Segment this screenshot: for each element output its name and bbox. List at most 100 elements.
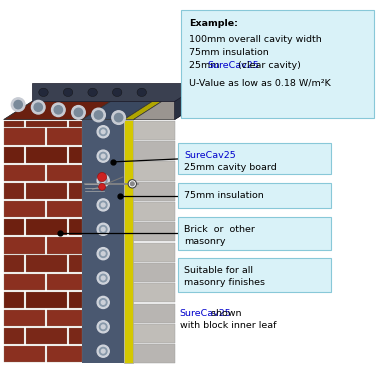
Text: SureCav25: SureCav25 bbox=[207, 61, 259, 70]
Bar bbox=[47, 346, 82, 362]
Polygon shape bbox=[133, 102, 203, 119]
Ellipse shape bbox=[39, 88, 48, 97]
Bar bbox=[69, 328, 82, 344]
Bar bbox=[47, 165, 82, 181]
Text: SureCav25: SureCav25 bbox=[184, 151, 236, 160]
Circle shape bbox=[92, 108, 105, 122]
Circle shape bbox=[97, 199, 109, 211]
FancyBboxPatch shape bbox=[178, 217, 331, 250]
Text: 100mm overall cavity width: 100mm overall cavity width bbox=[189, 35, 322, 44]
Circle shape bbox=[101, 349, 105, 353]
Circle shape bbox=[101, 203, 105, 207]
Text: Brick  or  other: Brick or other bbox=[184, 225, 255, 234]
Circle shape bbox=[101, 325, 105, 329]
Text: masonry finishes: masonry finishes bbox=[184, 278, 265, 287]
Text: 75mm insulation: 75mm insulation bbox=[184, 191, 264, 200]
Bar bbox=[26, 183, 67, 199]
Circle shape bbox=[99, 274, 107, 282]
Bar bbox=[4, 147, 23, 163]
Polygon shape bbox=[175, 83, 203, 119]
Circle shape bbox=[99, 348, 107, 355]
Circle shape bbox=[34, 103, 42, 111]
FancyBboxPatch shape bbox=[178, 183, 331, 208]
Bar bbox=[4, 201, 45, 217]
Text: Suitable for all: Suitable for all bbox=[184, 266, 253, 275]
Circle shape bbox=[94, 111, 103, 119]
Ellipse shape bbox=[88, 88, 97, 97]
Ellipse shape bbox=[137, 88, 146, 97]
Bar bbox=[133, 283, 175, 302]
Text: with block inner leaf: with block inner leaf bbox=[180, 321, 276, 330]
Bar bbox=[69, 183, 82, 199]
Bar bbox=[47, 128, 82, 145]
Bar bbox=[47, 201, 82, 217]
Bar bbox=[133, 141, 175, 160]
Circle shape bbox=[101, 179, 105, 182]
Circle shape bbox=[97, 150, 109, 162]
Polygon shape bbox=[82, 102, 152, 119]
Bar bbox=[133, 202, 175, 221]
Circle shape bbox=[101, 252, 105, 255]
Bar bbox=[4, 183, 23, 199]
Circle shape bbox=[99, 152, 107, 160]
Bar bbox=[133, 222, 175, 241]
Circle shape bbox=[97, 174, 109, 186]
Bar bbox=[4, 310, 45, 326]
Circle shape bbox=[99, 183, 105, 190]
Circle shape bbox=[98, 172, 107, 182]
Circle shape bbox=[99, 201, 107, 209]
Circle shape bbox=[112, 111, 125, 124]
Bar bbox=[4, 121, 23, 127]
Circle shape bbox=[101, 227, 105, 231]
Circle shape bbox=[97, 345, 109, 357]
Polygon shape bbox=[4, 102, 111, 119]
Bar bbox=[69, 121, 82, 127]
Ellipse shape bbox=[113, 88, 122, 97]
Circle shape bbox=[101, 301, 105, 304]
Bar bbox=[133, 304, 175, 323]
Bar bbox=[47, 310, 82, 326]
Text: SureCav25: SureCav25 bbox=[180, 309, 231, 318]
Circle shape bbox=[31, 100, 45, 114]
Circle shape bbox=[101, 276, 105, 280]
Circle shape bbox=[97, 321, 109, 333]
Circle shape bbox=[51, 103, 65, 117]
Bar bbox=[133, 121, 175, 140]
Bar bbox=[4, 219, 23, 235]
FancyBboxPatch shape bbox=[181, 10, 374, 118]
Circle shape bbox=[101, 154, 105, 158]
Circle shape bbox=[130, 182, 134, 186]
Text: (clear cavity): (clear cavity) bbox=[235, 61, 301, 70]
Bar bbox=[4, 128, 45, 145]
Bar bbox=[4, 274, 45, 290]
Bar bbox=[69, 292, 82, 308]
Circle shape bbox=[99, 226, 107, 233]
Circle shape bbox=[97, 247, 109, 260]
Circle shape bbox=[97, 272, 109, 284]
Circle shape bbox=[101, 130, 105, 134]
Bar bbox=[133, 182, 175, 201]
Circle shape bbox=[115, 113, 123, 122]
Circle shape bbox=[97, 126, 109, 138]
Text: masonry: masonry bbox=[184, 237, 226, 246]
Bar bbox=[47, 237, 82, 254]
Bar bbox=[4, 346, 45, 362]
Ellipse shape bbox=[63, 88, 73, 97]
Polygon shape bbox=[4, 102, 152, 119]
Polygon shape bbox=[124, 102, 162, 119]
Circle shape bbox=[99, 250, 107, 257]
Circle shape bbox=[14, 100, 22, 109]
Bar bbox=[26, 328, 67, 344]
Bar bbox=[133, 161, 175, 180]
Bar bbox=[133, 344, 175, 363]
Circle shape bbox=[97, 223, 109, 235]
Text: shown: shown bbox=[208, 309, 242, 318]
Circle shape bbox=[72, 106, 85, 119]
Text: 25mm: 25mm bbox=[189, 61, 223, 70]
Text: Example:: Example: bbox=[189, 19, 238, 28]
Bar bbox=[4, 292, 23, 308]
Bar bbox=[133, 263, 175, 282]
Circle shape bbox=[11, 98, 25, 111]
Bar bbox=[133, 324, 175, 343]
Circle shape bbox=[97, 296, 109, 309]
